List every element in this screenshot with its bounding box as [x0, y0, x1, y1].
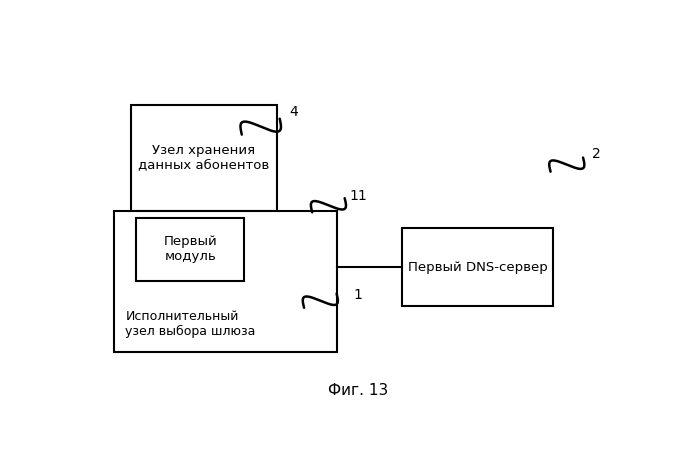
Text: 4: 4 [289, 105, 298, 118]
Text: Первый
модуль: Первый модуль [164, 235, 217, 263]
Bar [131, 105, 277, 211]
Bar [401, 228, 554, 306]
Text: 1: 1 [354, 288, 363, 302]
Text: 11: 11 [350, 190, 367, 203]
Text: Первый DNS-сервер: Первый DNS-сервер [408, 261, 547, 274]
Text: Исполнительный
узел выбора шлюза: Исполнительный узел выбора шлюза [125, 310, 256, 338]
Text: 2: 2 [592, 147, 601, 161]
Bar [136, 218, 245, 281]
Text: Узел хранения
данных абонентов: Узел хранения данных абонентов [138, 144, 270, 172]
Text: Фиг. 13: Фиг. 13 [328, 383, 389, 398]
Bar [115, 211, 337, 352]
